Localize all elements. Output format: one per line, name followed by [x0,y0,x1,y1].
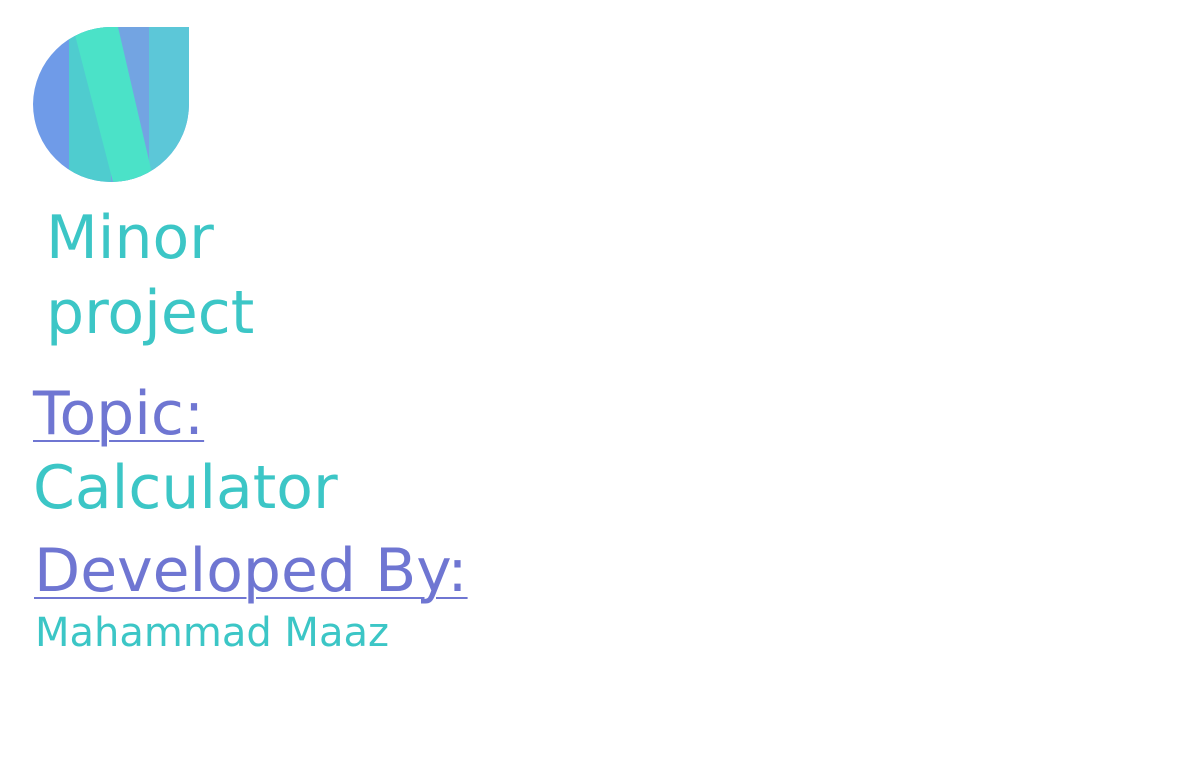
topic-value: Calculator [33,453,338,523]
title-line-1: Minor [46,203,214,273]
title-line-2: project [46,278,255,348]
developed-by-label: Developed By: [34,536,468,606]
n-letter-logo-icon [33,27,189,182]
topic-label: Topic: [33,379,205,449]
developer-name: Mahammad Maaz [35,610,389,656]
